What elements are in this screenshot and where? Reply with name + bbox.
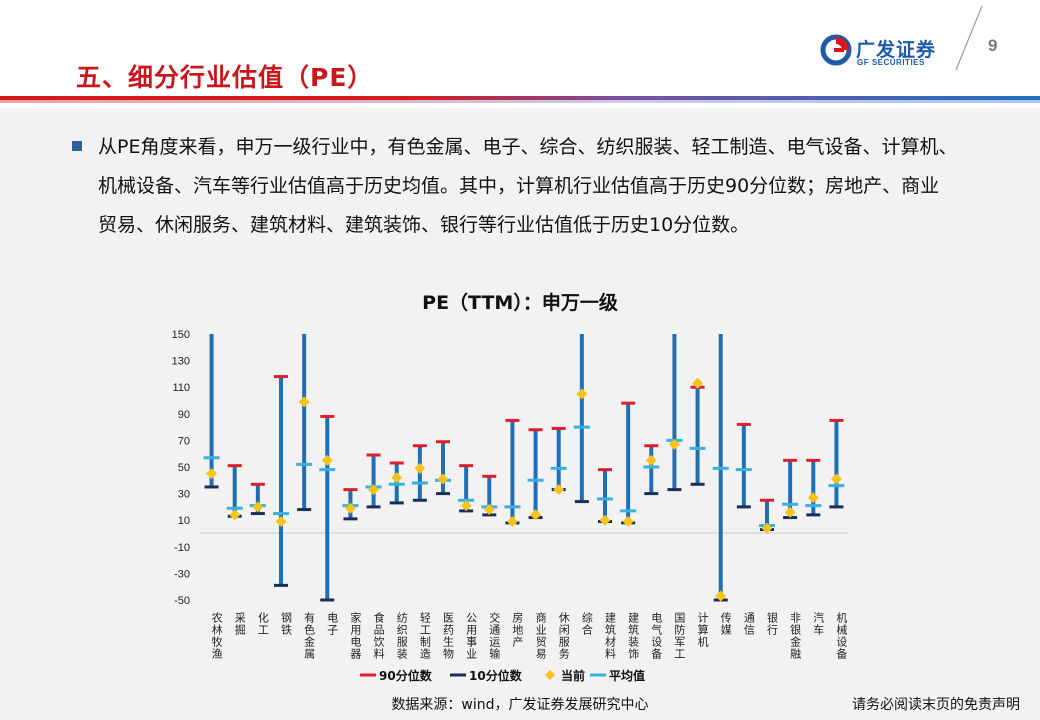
y-tick-label: 130 — [172, 356, 190, 368]
x-category-label: 计算机 — [696, 612, 709, 648]
page-number: 9 — [988, 36, 998, 55]
current-marker — [692, 377, 704, 389]
chart-title: PE（TTM）：申万一级 — [422, 292, 618, 314]
disclaimer-note: 请务必阅读末页的免责声明 — [852, 697, 1020, 713]
current-marker — [761, 522, 773, 534]
current-marker — [344, 502, 356, 514]
x-category-label: 机械设备 — [835, 611, 848, 660]
x-category-label: 非银金融 — [789, 612, 802, 660]
logo-chinese-text: 广发证券 — [856, 39, 937, 61]
y-tick-label: 70 — [178, 435, 190, 447]
y-tick-label: 150 — [172, 329, 190, 341]
x-category-label: 传媒 — [719, 612, 732, 636]
x-category-label: 交通运输 — [488, 611, 501, 660]
x-category-label: 建筑材料 — [604, 611, 617, 660]
x-category-label: 农林牧渔 — [210, 611, 223, 660]
body-paragraph: 从PE角度来看，申万一级行业中，有色金属、电子、综合、纺织服装、轻工制造、电气设… — [98, 136, 958, 236]
x-category-label: 房地产 — [511, 612, 524, 648]
current-marker — [275, 516, 287, 528]
current-marker — [830, 473, 842, 485]
current-marker — [530, 509, 542, 521]
x-category-label: 轻工制造 — [418, 611, 431, 660]
legend-label: 90分位数 — [379, 668, 433, 683]
current-marker — [622, 516, 634, 528]
x-category-label: 电子 — [326, 612, 339, 636]
y-tick-label: -50 — [174, 595, 190, 607]
header-color-band — [0, 96, 1040, 108]
x-category-label: 综合 — [580, 611, 593, 636]
x-category-label: 国防军工 — [673, 612, 686, 660]
x-category-label: 商业贸易 — [534, 611, 547, 660]
x-category-label: 通信 — [742, 612, 755, 636]
x-category-label: 银行 — [766, 611, 779, 636]
logo-english-text: GF SECURITIES — [857, 58, 925, 67]
gf-logo-icon — [820, 34, 852, 66]
y-tick-label: -30 — [174, 568, 190, 580]
y-tick-label: -10 — [174, 542, 190, 554]
x-category-label: 电气设备 — [650, 612, 663, 660]
slide-header: 五、细分行业估值（PE） 广发证券 GF SECURITIES 9 — [0, 0, 1040, 100]
x-category-label: 建筑装饰 — [627, 611, 640, 660]
current-marker — [668, 438, 680, 450]
x-category-label: 有色金属 — [303, 611, 316, 660]
bullet-marker — [72, 141, 82, 151]
current-marker — [298, 396, 310, 408]
current-marker — [645, 454, 657, 466]
current-marker — [414, 462, 426, 474]
current-marker — [206, 468, 218, 480]
data-source-note: 数据来源：wind，广发证券发展研究中心 — [391, 697, 649, 713]
current-marker — [321, 454, 333, 466]
current-marker — [506, 516, 518, 528]
gf-securities-logo: 广发证券 GF SECURITIES — [820, 34, 950, 70]
x-category-label: 纺织服装 — [395, 611, 408, 660]
y-tick-label: 90 — [178, 409, 190, 421]
current-marker — [715, 590, 727, 602]
x-category-label: 医药生物 — [442, 612, 455, 660]
current-marker — [576, 388, 588, 400]
x-category-label: 汽车 — [812, 611, 825, 636]
x-category-label: 采掘 — [233, 612, 246, 636]
x-category-label: 化工 — [256, 611, 269, 636]
current-marker — [437, 473, 449, 485]
content-panel — [0, 108, 1040, 720]
current-marker — [368, 484, 380, 496]
y-tick-label: 110 — [172, 382, 190, 394]
x-category-label: 休闲服务 — [557, 612, 570, 660]
x-category-label: 公用事业 — [465, 612, 478, 660]
y-tick-label: 30 — [178, 489, 190, 501]
current-marker — [784, 506, 796, 518]
section-title: 五、细分行业估值（PE） — [76, 63, 374, 92]
legend-label: 平均值 — [609, 668, 645, 683]
current-marker — [460, 500, 472, 512]
current-marker — [252, 501, 264, 513]
divider-slash-icon — [955, 5, 983, 71]
current-marker — [553, 484, 565, 496]
legend-label: 当前 — [561, 668, 585, 683]
current-marker — [229, 509, 241, 521]
x-category-label: 钢铁 — [280, 612, 293, 636]
x-category-label: 家用电器 — [349, 611, 362, 660]
legend-swatch — [545, 670, 555, 680]
y-tick-label: 10 — [178, 515, 190, 527]
y-tick-label: 50 — [178, 462, 190, 474]
current-marker — [807, 492, 819, 504]
current-marker — [599, 514, 611, 526]
legend-label: 10分位数 — [469, 668, 523, 683]
x-category-label: 食品饮料 — [372, 611, 385, 660]
current-marker — [391, 472, 403, 484]
current-marker — [483, 504, 495, 516]
